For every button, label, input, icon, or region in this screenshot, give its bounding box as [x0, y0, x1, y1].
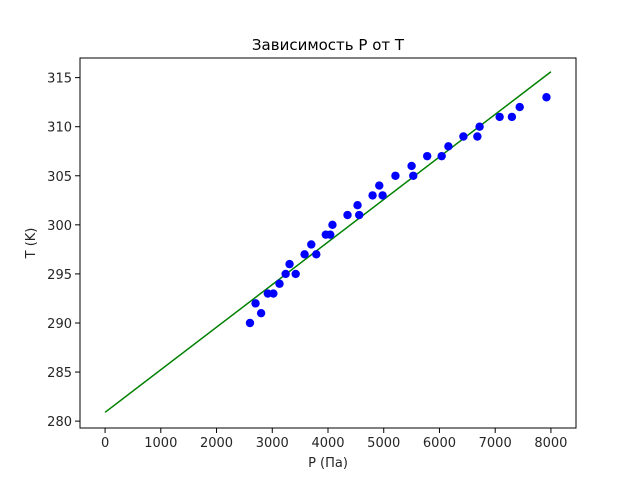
x-tick-label: 6000 — [423, 436, 456, 451]
data-point — [507, 112, 517, 122]
data-point — [291, 269, 300, 279]
data-point — [281, 269, 290, 279]
data-point — [328, 220, 337, 230]
data-point — [375, 181, 384, 190]
data-point — [473, 132, 482, 141]
x-tick-label: 4000 — [311, 436, 344, 451]
x-tick-label: 7000 — [479, 436, 512, 451]
data-point — [459, 132, 468, 141]
data-point — [368, 191, 377, 200]
data-point — [475, 122, 484, 131]
data-point — [495, 112, 504, 122]
x-axis: 0 1000 2000 3000 4000 5000 6000 7000 8000 — [101, 428, 567, 451]
y-tick-label: 315 — [47, 72, 72, 87]
y-tick-label: 310 — [47, 121, 72, 136]
y-tick-label: 300 — [47, 219, 72, 234]
data-point — [515, 102, 524, 112]
data-point — [285, 259, 294, 269]
data-point — [423, 151, 432, 161]
data-point — [269, 289, 278, 298]
y-axis-label: T (K) — [24, 228, 39, 260]
chart-title: Зависимость P от T — [252, 36, 405, 54]
y-tick-label: 290 — [47, 317, 72, 332]
x-tick-label: 8000 — [534, 436, 567, 451]
data-point — [437, 151, 446, 161]
data-point — [542, 93, 551, 102]
data-point — [326, 230, 335, 239]
data-point — [307, 240, 316, 249]
data-point — [355, 210, 364, 220]
data-point — [312, 250, 321, 259]
data-point — [391, 171, 400, 180]
x-axis-label: P (Па) — [308, 456, 348, 471]
data-point — [378, 191, 387, 200]
data-point — [409, 171, 418, 180]
x-tick-label: 2000 — [200, 436, 233, 451]
data-point — [353, 201, 362, 210]
data-point — [256, 308, 266, 318]
data-point — [300, 250, 309, 259]
y-tick-label: 305 — [47, 170, 72, 185]
data-point — [251, 299, 260, 308]
y-tick-label: 295 — [47, 268, 72, 283]
data-point — [444, 142, 453, 151]
x-tick-label: 5000 — [367, 436, 400, 451]
y-tick-label: 280 — [47, 415, 72, 430]
x-tick-label: 3000 — [256, 436, 289, 451]
x-tick-label: 1000 — [144, 436, 177, 451]
y-axis: 280 285 290 295 300 305 310 315 — [47, 72, 80, 430]
data-point — [245, 318, 255, 328]
y-tick-label: 285 — [47, 366, 72, 381]
data-point — [275, 279, 284, 288]
data-point — [343, 210, 352, 220]
data-point — [407, 161, 416, 171]
x-tick-label: 0 — [101, 436, 109, 451]
plot-area — [104, 71, 552, 413]
